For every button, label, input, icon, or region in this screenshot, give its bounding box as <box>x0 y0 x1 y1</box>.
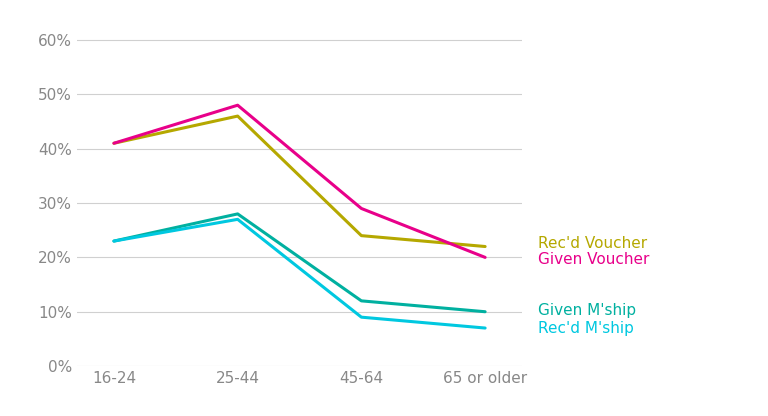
Text: Given M'ship: Given M'ship <box>538 302 636 317</box>
Text: Rec'd Voucher: Rec'd Voucher <box>538 236 647 251</box>
Text: Rec'd M'ship: Rec'd M'ship <box>538 321 634 336</box>
Text: Given Voucher: Given Voucher <box>538 252 649 267</box>
